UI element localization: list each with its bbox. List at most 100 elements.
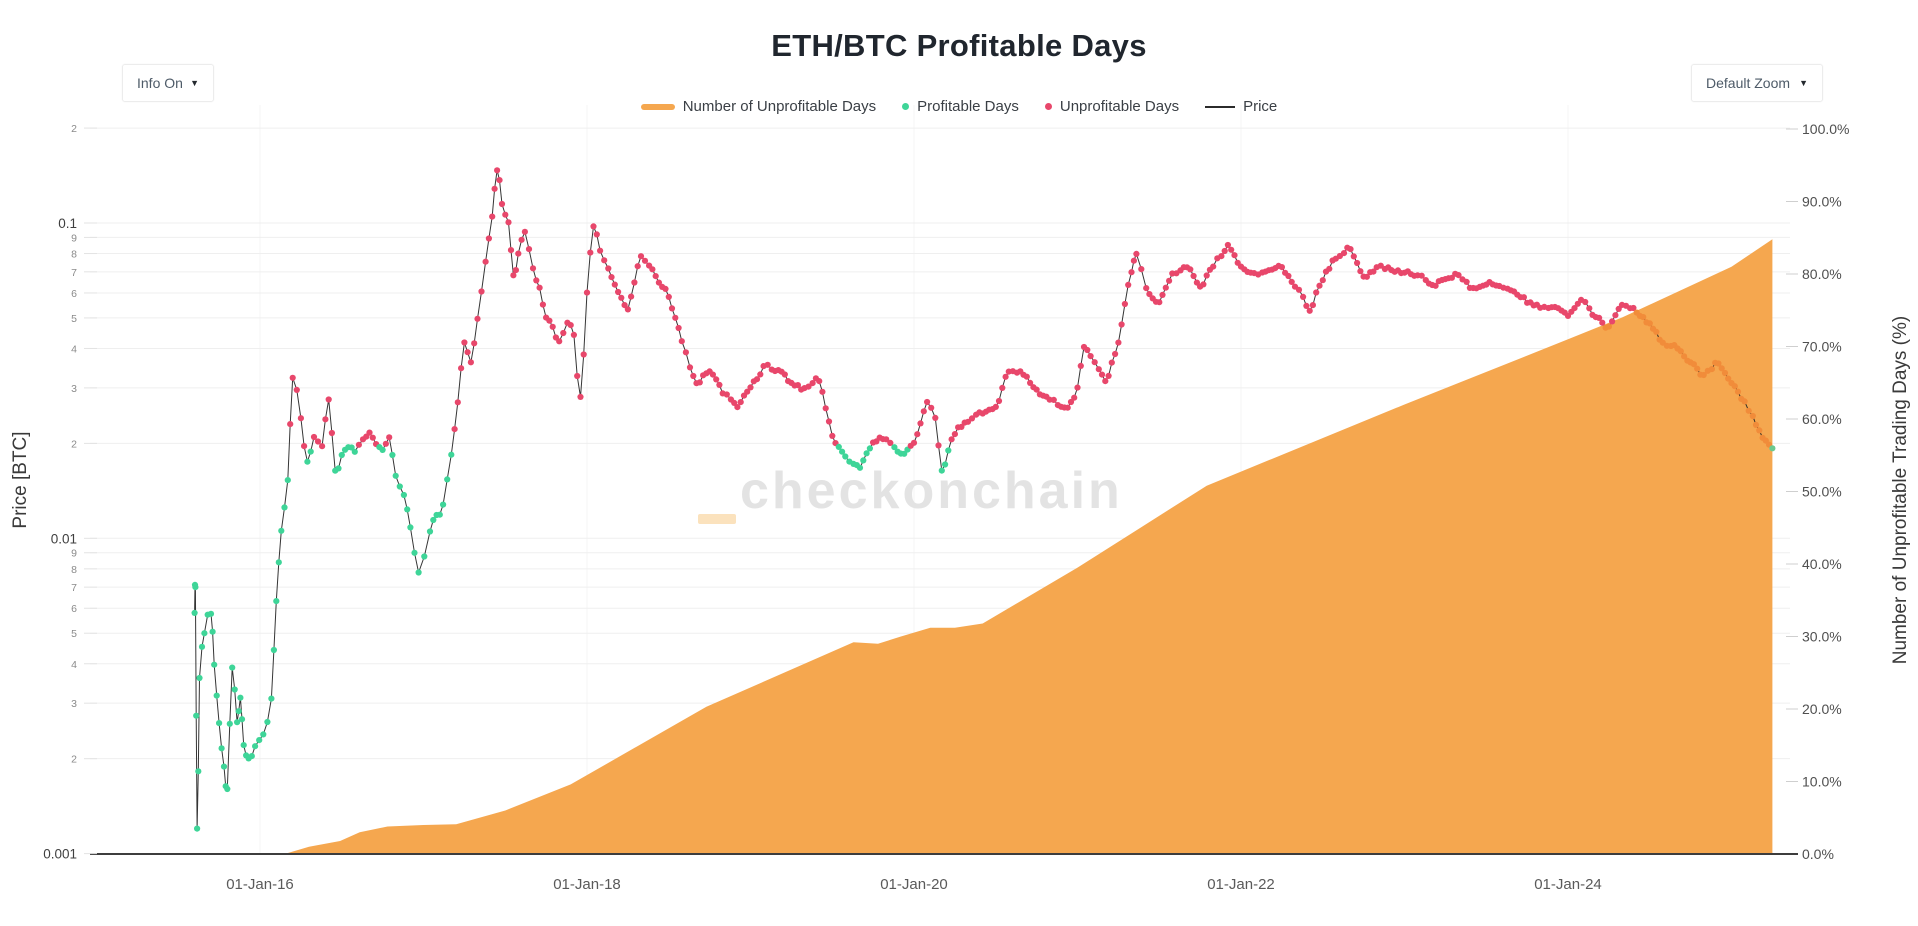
- x-axis-tick-label: 01-Jan-16: [226, 876, 294, 893]
- profitable-day-marker: [275, 559, 282, 566]
- unprofitable-day-marker: [458, 365, 465, 372]
- left-axis-tick-label: 9: [71, 232, 77, 244]
- unprofitable-day-marker: [631, 279, 638, 286]
- unprofitable-day-marker: [914, 431, 921, 438]
- profitable-day-marker: [237, 694, 244, 701]
- unprofitable-day-marker: [887, 439, 894, 446]
- unprofitable-day-marker: [822, 405, 829, 412]
- profitable-day-marker: [1769, 445, 1776, 452]
- right-axis-tick-label: 50.0%: [1802, 484, 1842, 500]
- unprofitable-day-marker: [601, 257, 608, 264]
- unprofitable-day-marker: [521, 228, 529, 235]
- legend-item-label: Number of Unprofitable Days: [682, 98, 877, 115]
- unprofitable-day-marker: [1098, 371, 1106, 378]
- unprofitable-day-marker: [293, 386, 300, 393]
- unprofitable-day-marker: [574, 372, 581, 380]
- unprofitable-day-marker: [794, 382, 802, 389]
- unprofitable-day-marker: [1596, 314, 1603, 321]
- profitable-day-marker: [235, 708, 242, 715]
- unprofitable-day-marker: [297, 415, 304, 422]
- profitable-day-marker: [284, 477, 291, 484]
- profitable-day-marker: [216, 720, 223, 727]
- unprofitable-day-marker: [536, 284, 543, 291]
- unprofitable-day-marker: [753, 376, 761, 383]
- unprofitable-day-marker: [1326, 265, 1333, 272]
- unprofitable-day-marker: [1300, 293, 1307, 300]
- unprofitable-day-marker: [482, 258, 489, 265]
- left-axis-tick-label: 6: [71, 288, 77, 300]
- unprofitable-day-marker: [515, 250, 522, 257]
- watermark-underscore: [698, 514, 736, 524]
- unprofitable-day-marker: [1071, 394, 1078, 401]
- profitable-day-marker: [248, 753, 255, 760]
- unprofitable-day-marker: [587, 249, 594, 256]
- right-axis-tick-label: 90.0%: [1802, 194, 1842, 210]
- unprofitable-day-marker: [716, 381, 723, 388]
- unprofitable-day-marker: [325, 396, 332, 403]
- unprofitable-day-marker: [948, 436, 955, 443]
- unprofitable-day-marker: [1752, 421, 1760, 428]
- legend-item-unprofitable-days[interactable]: Unprofitable Days: [1044, 98, 1179, 115]
- right-axis-tick-label: 40.0%: [1802, 556, 1842, 572]
- profitable-day-marker: [260, 731, 267, 738]
- unprofitable-day-marker: [1108, 359, 1115, 366]
- unprofitable-day-marker: [675, 324, 682, 332]
- profitable-day-marker: [835, 443, 842, 450]
- profitable-day-marker: [240, 742, 247, 749]
- unprofitable-day-marker: [1218, 253, 1225, 260]
- unprofitable-day-marker: [992, 403, 999, 410]
- unprofitable-day-marker: [1306, 307, 1313, 314]
- left-axis-tick-label: 8: [71, 564, 77, 576]
- profitable-day-marker: [270, 646, 277, 654]
- unprofitable-day-marker: [1347, 246, 1354, 253]
- unprofitable-day-marker: [1745, 407, 1752, 414]
- legend-item-price[interactable]: Price: [1205, 98, 1277, 115]
- right-axis-tick-label: 0.0%: [1802, 846, 1834, 862]
- unprofitable-day-marker: [382, 440, 389, 447]
- unprofitable-day-marker: [310, 433, 318, 441]
- profitable-day-marker: [191, 609, 198, 617]
- unprofitable-day-marker: [624, 306, 632, 313]
- unprofitable-day-marker: [1582, 298, 1589, 306]
- unprofitable-day-marker: [958, 423, 965, 430]
- unprofitable-day-marker: [737, 399, 744, 406]
- legend-item-number-of-unprofitable-days[interactable]: Number of Unprofitable Days: [640, 98, 877, 115]
- info-dropdown[interactable]: Info On ▼: [122, 64, 214, 102]
- unprofitable-day-marker: [1303, 302, 1310, 309]
- unprofitable-day-marker: [672, 314, 679, 321]
- profitable-day-marker: [218, 745, 225, 752]
- unprofitable-day-marker: [634, 263, 641, 270]
- unprofitable-day-marker: [696, 379, 703, 386]
- unprofitable-day-marker: [747, 384, 754, 391]
- profitable-day-marker: [234, 719, 241, 726]
- left-axis-tick-label: 2: [71, 754, 77, 766]
- profitable-day-marker: [193, 712, 200, 719]
- legend-item-profitable-days[interactable]: Profitable Days: [902, 98, 1019, 115]
- profitable-day-marker: [404, 506, 411, 513]
- profitable-day-marker: [198, 643, 206, 650]
- unprofitable-day-marker: [1609, 318, 1616, 325]
- unprofitable-day-marker: [496, 177, 503, 184]
- unprofitable-day-marker: [1050, 396, 1057, 403]
- unprofitable-day-marker: [289, 374, 296, 381]
- unprofitable-day-marker: [649, 266, 656, 273]
- profitable-day-marker: [278, 527, 285, 534]
- profitable-day-marker: [842, 453, 849, 460]
- unprofitable-day-marker: [608, 274, 615, 281]
- unprofitable-day-marker: [1432, 282, 1439, 289]
- unprofitable-day-marker: [1718, 365, 1725, 372]
- zoom-dropdown[interactable]: Default Zoom ▼: [1691, 64, 1823, 102]
- unprofitable-day-marker: [935, 442, 942, 449]
- unprofitable-day-marker: [1599, 319, 1606, 326]
- x-axis-tick-label: 01-Jan-24: [1534, 876, 1602, 893]
- unprofitable-day-marker: [655, 279, 663, 286]
- profitable-day-marker: [201, 630, 208, 637]
- unprofitable-day-marker: [968, 415, 976, 422]
- unprofitable-day-marker: [1690, 361, 1697, 368]
- unprofitable-day-marker: [1115, 339, 1122, 346]
- unprofitable-day-marker: [1224, 241, 1231, 249]
- unprofitable-day-marker: [1316, 282, 1323, 289]
- unprofitable-day-marker: [1084, 346, 1091, 354]
- unprofitable-day-marker: [1350, 253, 1357, 260]
- unprofitable-day-marker: [920, 408, 927, 415]
